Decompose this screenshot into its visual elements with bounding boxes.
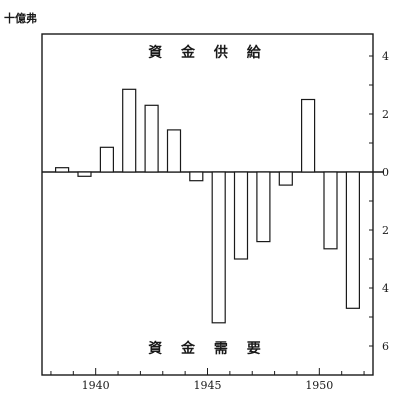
bar-1944 bbox=[189, 171, 204, 182]
bar-1942 bbox=[144, 104, 159, 173]
x-tick-label-1945: 1945 bbox=[194, 379, 222, 392]
bar-1939 bbox=[77, 171, 92, 177]
bar-1940 bbox=[99, 146, 115, 173]
y-tick-label: 2 bbox=[382, 224, 389, 237]
fund-demand-label: 資 金 需 要 bbox=[148, 340, 268, 357]
fund-supply-label: 資 金 供 給 bbox=[148, 44, 268, 61]
bar-1949 bbox=[301, 98, 316, 173]
y-tick-label: 4 bbox=[382, 282, 389, 295]
x-tick-label-1950: 1950 bbox=[305, 379, 333, 392]
bars-group bbox=[54, 88, 360, 324]
y-tick-label: 4 bbox=[382, 50, 389, 63]
bar-1947 bbox=[256, 171, 271, 243]
plot-frame bbox=[41, 33, 374, 376]
bar-1943 bbox=[166, 129, 182, 173]
y-tick-label: 0 bbox=[382, 166, 389, 179]
bar-1941 bbox=[122, 88, 137, 173]
bar-1945 bbox=[211, 171, 226, 324]
bar-1951 bbox=[345, 171, 360, 309]
x-tick-label-1940: 1940 bbox=[82, 379, 110, 392]
bar-1938 bbox=[54, 167, 70, 173]
x-axis: 1940 1945 1950 bbox=[50, 368, 365, 392]
y-tick-label: 6 bbox=[382, 340, 389, 353]
y-axis-right: 6 4 2 0 2 4 bbox=[369, 50, 389, 376]
unit-label: 十億弗 bbox=[4, 11, 37, 25]
bar-1948 bbox=[278, 171, 293, 186]
y-tick-label: 2 bbox=[382, 108, 389, 121]
bar-1946 bbox=[233, 171, 249, 260]
bar-1950 bbox=[323, 171, 338, 250]
